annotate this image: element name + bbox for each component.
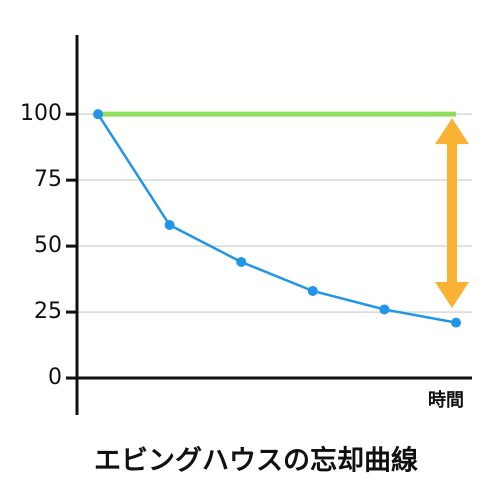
y-tick-label: 50 xyxy=(34,233,62,258)
y-tick-label: 0 xyxy=(48,365,62,390)
y-tick-label: 75 xyxy=(34,167,62,192)
y-tick-label: 25 xyxy=(34,299,62,324)
y-tick-label: 100 xyxy=(20,101,62,126)
point xyxy=(451,317,461,328)
x-axis-label: 時間 xyxy=(428,390,464,411)
point xyxy=(236,256,247,267)
point xyxy=(379,304,390,315)
point xyxy=(93,109,103,120)
line xyxy=(96,113,457,324)
point xyxy=(164,220,175,230)
arrow-head xyxy=(435,118,469,145)
chart-title: エビングハウスの忘却曲線 xyxy=(94,445,418,477)
point xyxy=(307,285,318,296)
arrow-head xyxy=(435,282,469,308)
arrow-shaft xyxy=(447,140,457,286)
